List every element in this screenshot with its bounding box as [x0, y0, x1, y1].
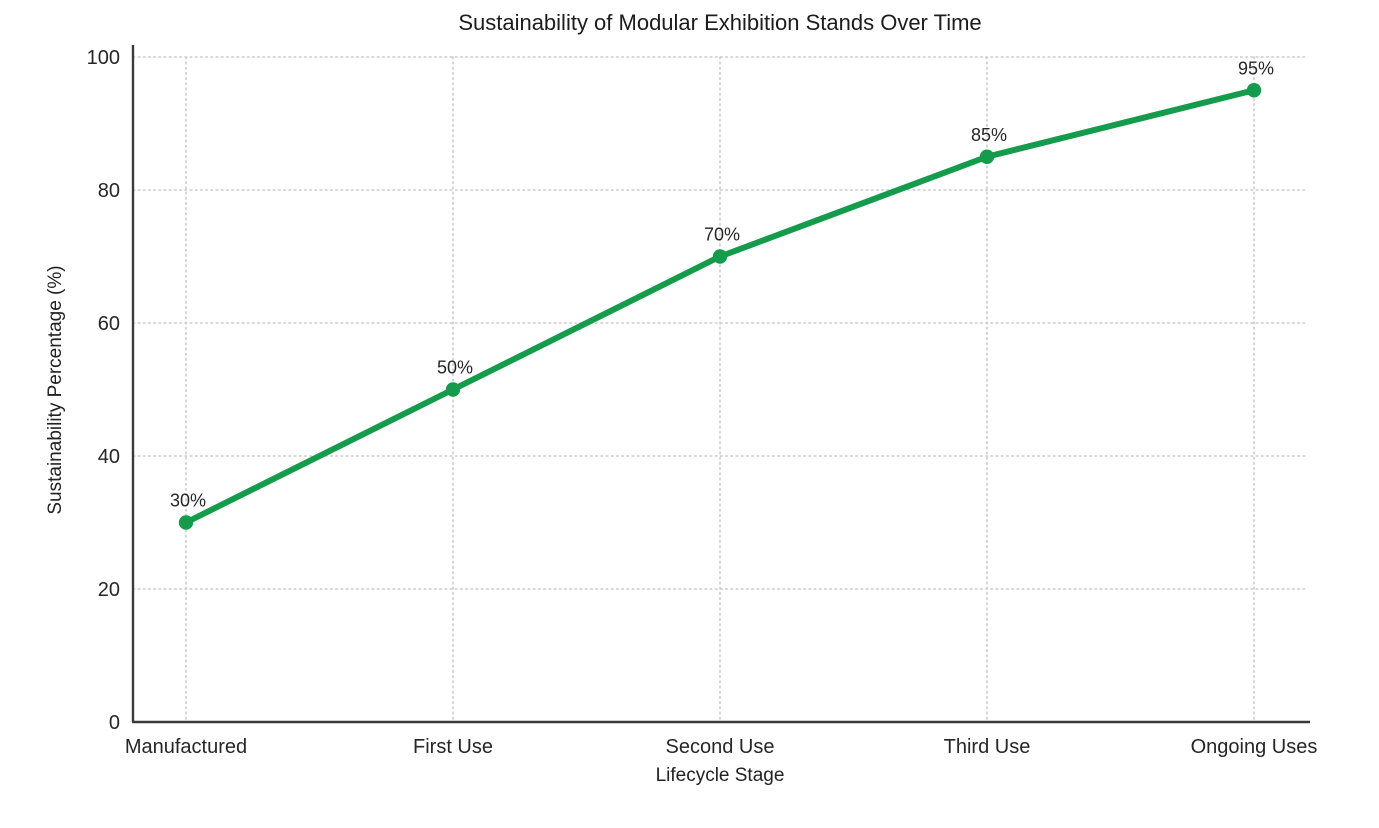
- x-tick-label: First Use: [413, 736, 493, 758]
- data-point-label: 30%: [170, 491, 206, 511]
- x-tick-label: Manufactured: [125, 736, 247, 758]
- chart-title: Sustainability of Modular Exhibition Sta…: [458, 10, 982, 35]
- data-point-marker: [445, 382, 461, 397]
- y-tick-label: 100: [87, 47, 120, 69]
- data-point-marker: [712, 249, 728, 264]
- x-tick-label: Third Use: [944, 736, 1031, 758]
- data-point-label: 70%: [704, 225, 740, 245]
- data-point-marker: [178, 515, 194, 530]
- y-tick-label: 40: [98, 446, 120, 468]
- data-point-label: 95%: [1238, 58, 1274, 78]
- x-tick-label: Ongoing Uses: [1191, 736, 1318, 758]
- data-point-marker: [979, 149, 995, 164]
- x-tick-label: Second Use: [666, 736, 775, 758]
- y-tick-label: 20: [98, 579, 120, 601]
- data-point-label: 50%: [437, 358, 473, 378]
- y-tick-label: 80: [98, 180, 120, 202]
- y-tick-label: 60: [98, 313, 120, 335]
- data-point-marker: [1246, 83, 1262, 98]
- x-axis-label: Lifecycle Stage: [655, 765, 785, 786]
- y-tick-label: 0: [109, 712, 120, 734]
- data-point-label: 85%: [971, 125, 1007, 145]
